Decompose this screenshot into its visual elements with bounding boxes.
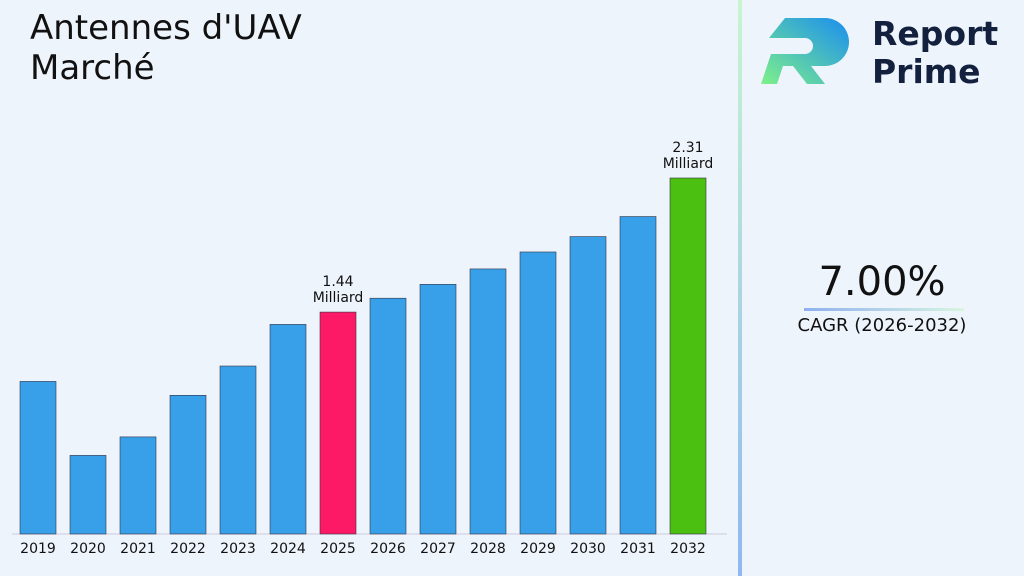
x-tick-label: 2031 bbox=[620, 541, 656, 557]
x-tick-label: 2024 bbox=[270, 541, 306, 557]
logo-text: Prime bbox=[872, 52, 981, 91]
bar bbox=[219, 365, 257, 535]
value-label: 1.44 Milliard bbox=[312, 274, 364, 307]
logo-text: Report bbox=[872, 14, 998, 53]
bar bbox=[319, 311, 357, 535]
bar bbox=[419, 284, 457, 535]
x-tick-label: 2028 bbox=[470, 541, 506, 557]
bar bbox=[69, 455, 107, 535]
x-tick-label: 2019 bbox=[20, 541, 56, 557]
x-tick-label: 2029 bbox=[520, 541, 556, 557]
x-tick-label: 2027 bbox=[420, 541, 456, 557]
underline bbox=[804, 308, 964, 311]
divider bbox=[738, 0, 742, 576]
bar bbox=[369, 297, 407, 535]
bar bbox=[269, 324, 307, 535]
x-tick-label: 2026 bbox=[370, 541, 406, 557]
bar bbox=[669, 177, 707, 535]
chart-title: Antennes d'UAV Marché bbox=[30, 8, 302, 88]
x-tick-label: 2030 bbox=[570, 541, 606, 557]
x-tick-label: 2032 bbox=[670, 541, 706, 557]
x-tick-label: 2021 bbox=[120, 541, 156, 557]
value-label: 2.31 Milliard bbox=[662, 140, 714, 172]
bar bbox=[469, 268, 507, 535]
x-tick-label: 2022 bbox=[170, 541, 206, 557]
logo: Report Prime bbox=[761, 14, 998, 91]
bar bbox=[519, 251, 557, 535]
bar bbox=[19, 381, 57, 535]
cagr-value: 7.00% bbox=[818, 259, 945, 305]
cagr-label: CAGR (2026-2032) bbox=[798, 315, 967, 336]
bar bbox=[119, 436, 157, 535]
bar bbox=[619, 216, 657, 535]
x-tick-label: 2023 bbox=[220, 541, 256, 557]
x-tick-label: 2020 bbox=[70, 541, 106, 557]
bar bbox=[569, 236, 607, 535]
bar bbox=[169, 394, 207, 535]
x-tick-label: 2025 bbox=[320, 541, 356, 557]
